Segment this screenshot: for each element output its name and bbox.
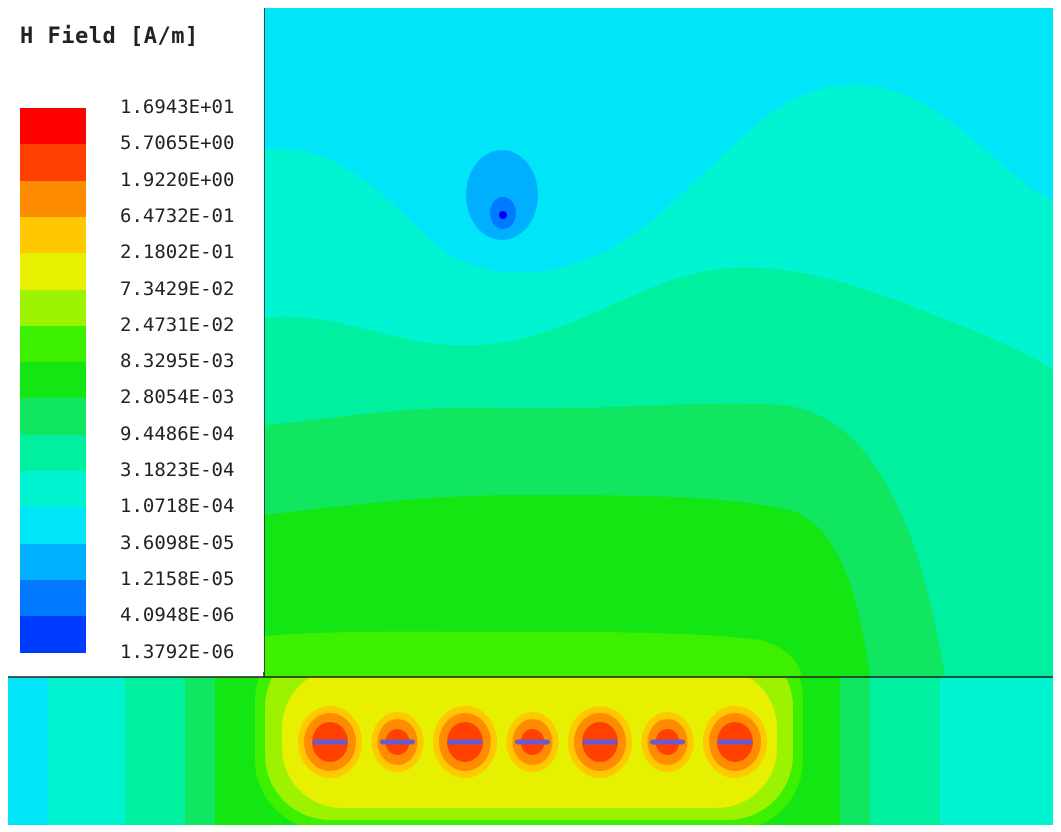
legend-tick-label: 2.4731E-02 [120,313,235,336]
legend-title: H Field [A/m] [20,24,199,49]
legend-tick-label: 1.2158E-05 [120,567,235,590]
legend-swatch [20,180,86,218]
legend-swatch [20,579,86,617]
legend-panel: H Field [A/m] 1.6943E+01 5.7065E+00 1.9220… [8,8,264,672]
air-region [264,8,1053,677]
legend-tick-label: 8.3295E-03 [120,350,235,373]
legend-swatch [20,434,86,472]
legend-swatch [20,471,86,508]
legend-tick-label: 5.7065E+00 [120,132,235,155]
legend-swatch [20,289,86,327]
legend-swatch [20,507,86,545]
legend-tick-label: 3.6098E-05 [120,531,235,554]
legend-tick-label: 4.0948E-06 [120,604,235,627]
legend-tick-label: 1.9220E+00 [120,168,235,191]
legend-tick-label: 7.3429E-02 [120,277,235,300]
legend-tick-label: 1.0718E-04 [120,495,235,518]
legend-swatch [20,325,86,363]
contour-band [264,495,870,677]
legend-swatch [20,398,86,436]
legend-tick-label: 6.4732E-01 [120,204,235,227]
legend-swatch [20,362,86,400]
legend-tick-label: 1.3792E-06 [120,640,235,663]
legend-tick-label: 2.8054E-03 [120,386,235,409]
legend-swatch [20,253,86,291]
low-field-spot [466,150,538,240]
legend-swatch [20,616,86,654]
soil-region [8,677,1053,825]
legend-swatch [20,216,86,254]
contour-band [264,631,802,677]
cable-conductors [298,706,767,778]
legend-tick-label: 9.4486E-04 [120,422,235,445]
legend-tick-label: 2.1802E-01 [120,241,235,264]
legend-swatch [20,144,86,182]
low-field-spot [499,211,507,219]
legend-tick-label: 3.1823E-04 [120,459,235,481]
legend-swatch [20,108,86,145]
legend-swatch [20,543,86,581]
legend-tick-label: 1.6943E+01 [120,96,235,118]
